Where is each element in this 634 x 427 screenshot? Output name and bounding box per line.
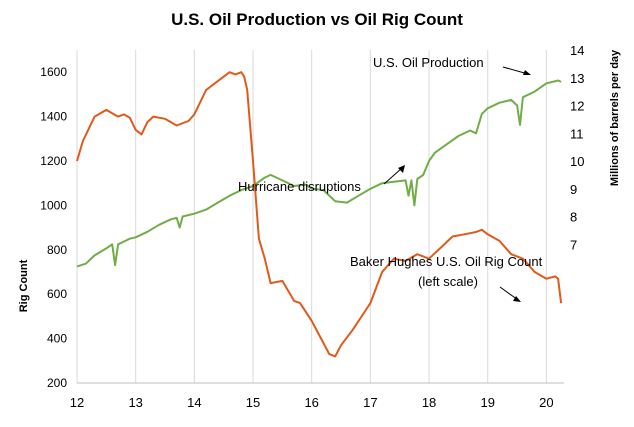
annotation-oil-production: U.S. Oil Production [373, 55, 484, 70]
annotation-oil-production-arrow [502, 66, 529, 75]
us-oil-production-line [76, 79, 562, 268]
x-tick-label: 17 [363, 395, 377, 410]
left-axis-label: Rig Count [18, 259, 30, 312]
left-tick-label: 200 [47, 376, 67, 390]
left-tick-label: 400 [47, 332, 67, 346]
vertical-gridlines [76, 50, 547, 383]
x-axis-tick-labels: 12 13 14 15 16 17 18 19 20 [70, 395, 554, 410]
right-axis-tick-labels: 7 8 9 10 11 12 13 14 [570, 43, 584, 252]
left-tick-label: 800 [47, 243, 67, 257]
annotation-hurricane-disruptions: Hurricane disruptions [238, 179, 361, 194]
right-tick-label: 10 [570, 154, 584, 169]
right-tick-label: 7 [570, 237, 577, 252]
x-tick-label: 19 [480, 395, 494, 410]
oil-rig-count-line [76, 71, 563, 358]
x-tick-label: 13 [128, 395, 142, 410]
annotation-left-scale: (left scale) [418, 274, 478, 289]
right-axis-label: Millions of barrels per day [609, 49, 621, 186]
left-tick-label: 1000 [40, 198, 67, 212]
right-tick-label: 12 [570, 99, 584, 114]
annotation-rig-count: Baker Hughes U.S. Oil Rig Count [350, 254, 543, 269]
left-axis-tick-labels: 200 400 600 800 1000 1200 1400 1600 [40, 65, 67, 390]
left-tick-label: 600 [47, 287, 67, 301]
annotation-rig-count-arrowhead [513, 296, 521, 302]
right-tick-label: 11 [570, 126, 584, 141]
right-tick-label: 8 [570, 210, 577, 225]
chart-title: U.S. Oil Production vs Oil Rig Count [171, 10, 463, 29]
right-tick-label: 13 [570, 71, 584, 86]
right-tick-label: 9 [570, 182, 577, 197]
x-tick-label: 15 [246, 395, 260, 410]
left-tick-label: 1400 [40, 110, 67, 124]
annotation-oil-production-arrowhead [523, 70, 531, 75]
x-tick-label: 18 [422, 395, 436, 410]
left-tick-label: 1600 [40, 65, 67, 79]
x-tick-label: 14 [187, 395, 201, 410]
left-tick-label: 1200 [40, 154, 67, 168]
annotation-hurricane-arrow [383, 167, 403, 185]
x-tick-label: 16 [304, 395, 318, 410]
x-tick-label: 20 [539, 395, 553, 410]
x-tick-label: 12 [70, 395, 84, 410]
right-tick-label: 14 [570, 43, 584, 58]
annotation-hurricane-arrowhead [398, 165, 405, 173]
